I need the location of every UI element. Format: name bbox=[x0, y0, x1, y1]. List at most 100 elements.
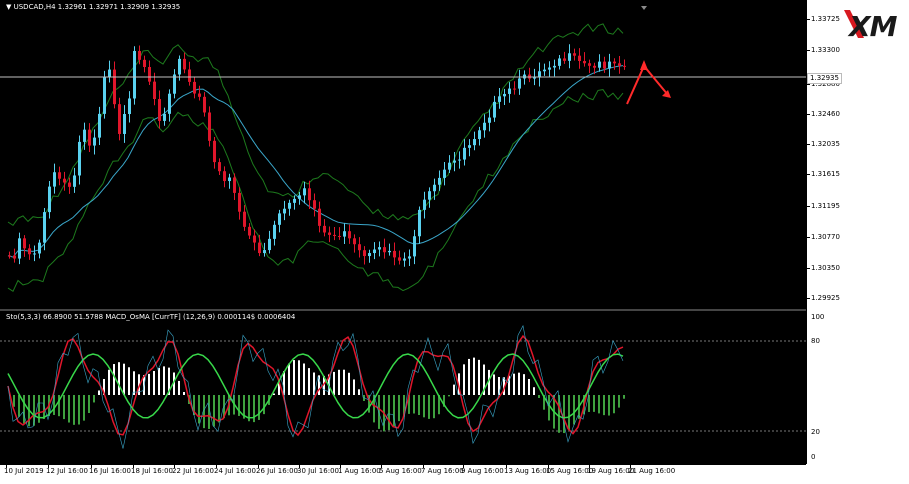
osma-bar bbox=[163, 366, 165, 395]
osma-bar bbox=[508, 375, 510, 395]
candle-body bbox=[598, 61, 601, 68]
time-tickmark bbox=[91, 465, 92, 468]
candle-body bbox=[258, 242, 261, 254]
osma-bar bbox=[58, 395, 60, 417]
osma-bar bbox=[13, 395, 15, 407]
stochastic-signal-line bbox=[7, 353, 624, 419]
candle-body bbox=[23, 238, 26, 249]
candle-body bbox=[393, 250, 396, 258]
chart-canvas[interactable] bbox=[0, 0, 806, 464]
osma-bar bbox=[388, 395, 390, 431]
candle-body bbox=[318, 208, 321, 226]
candle-body bbox=[273, 224, 276, 239]
candle-body bbox=[348, 231, 351, 239]
osma-bar bbox=[358, 389, 360, 395]
time-tickmark bbox=[340, 465, 341, 468]
candle-body bbox=[138, 50, 141, 60]
price-tick: 1.30770 bbox=[811, 233, 840, 241]
osma-bar bbox=[418, 395, 420, 416]
candle-body bbox=[118, 104, 121, 134]
time-label: 18 Jul 16:00 bbox=[131, 467, 173, 475]
candle-body bbox=[128, 98, 131, 115]
oscillator-tick: 0 bbox=[811, 453, 816, 461]
candle-body bbox=[198, 93, 201, 97]
candle-body bbox=[398, 257, 401, 261]
chart-menu-arrow-icon[interactable] bbox=[641, 6, 647, 10]
osma-bar bbox=[483, 364, 485, 395]
candle-body bbox=[248, 226, 251, 236]
osma-bar bbox=[103, 378, 105, 395]
candle-body bbox=[493, 101, 496, 118]
osma-bar bbox=[183, 391, 185, 395]
price-tickmark bbox=[807, 298, 810, 299]
chart-window[interactable]: ▼ USDCAD,H4 1.32961 1.32971 1.32909 1.32… bbox=[0, 0, 806, 464]
time-label: 21 Aug 16:00 bbox=[628, 467, 676, 475]
time-label: 30 Jul 16:00 bbox=[297, 467, 339, 475]
candle-body bbox=[478, 130, 481, 140]
candle-body bbox=[28, 248, 31, 255]
price-tickmark bbox=[807, 84, 810, 85]
osma-bar bbox=[593, 395, 595, 412]
candle-body bbox=[173, 74, 176, 94]
osma-bar bbox=[493, 374, 495, 395]
candle-body bbox=[403, 258, 406, 261]
candle-body bbox=[358, 244, 361, 251]
osma-bar bbox=[408, 395, 410, 414]
time-label: 16 Jul 16:00 bbox=[89, 467, 131, 475]
candle-body bbox=[453, 160, 456, 163]
candle-body bbox=[458, 159, 461, 161]
time-label: 26 Jul 16:00 bbox=[256, 467, 298, 475]
osma-bar bbox=[53, 395, 55, 415]
candle-body bbox=[303, 188, 306, 196]
osma-bar bbox=[278, 381, 280, 395]
candle-body bbox=[103, 76, 106, 114]
osma-bar bbox=[498, 377, 500, 395]
osma-bar bbox=[338, 369, 340, 395]
candle-body bbox=[363, 250, 366, 257]
time-tickmark bbox=[258, 465, 259, 468]
price-pane bbox=[0, 23, 806, 293]
price-tickmark bbox=[807, 114, 810, 115]
time-label: 19 Aug 16:00 bbox=[587, 467, 635, 475]
time-axis[interactable]: 10 Jul 2019 12 Jul 16:00 16 Jul 16:00 18… bbox=[0, 464, 806, 484]
forecast-arrow-up-head bbox=[640, 60, 648, 70]
osma-bar bbox=[73, 395, 75, 425]
candle-body bbox=[368, 253, 371, 257]
candle-body bbox=[423, 199, 426, 210]
candle-body bbox=[283, 208, 286, 214]
candle-body bbox=[533, 77, 536, 79]
stochastic-main-line bbox=[7, 334, 624, 437]
candle-body bbox=[143, 59, 146, 68]
time-tickmark bbox=[48, 465, 49, 468]
osma-bar bbox=[428, 395, 430, 419]
candle-body bbox=[188, 69, 191, 82]
time-label: 5 Aug 16:00 bbox=[379, 467, 422, 475]
price-tick: 1.32460 bbox=[811, 110, 840, 118]
candle-body bbox=[338, 235, 341, 237]
candle-body bbox=[388, 250, 391, 253]
osma-bar bbox=[138, 374, 140, 395]
candle-body bbox=[448, 162, 451, 170]
osma-bar bbox=[178, 380, 180, 395]
osma-bar bbox=[198, 395, 200, 424]
price-axis[interactable]: 1.33725 1.33300 1.32880 1.32460 1.32035 … bbox=[806, 0, 844, 464]
osma-bar bbox=[603, 395, 605, 416]
logo-accent-slash bbox=[844, 10, 864, 38]
osma-bar bbox=[303, 363, 305, 395]
osma-bar bbox=[238, 395, 240, 416]
osma-bar bbox=[613, 395, 615, 414]
osma-bar bbox=[243, 395, 245, 419]
osma-bar bbox=[538, 395, 540, 398]
time-label: 1 Aug 16:00 bbox=[338, 467, 381, 475]
candle-body bbox=[573, 53, 576, 56]
osma-bar bbox=[168, 367, 170, 395]
candle-body bbox=[63, 178, 66, 183]
candle-body bbox=[513, 88, 516, 90]
candle-body bbox=[353, 238, 356, 245]
price-tick: 1.30350 bbox=[811, 264, 840, 272]
osma-bar bbox=[153, 371, 155, 395]
candle-body bbox=[238, 192, 241, 212]
osma-bar bbox=[283, 371, 285, 395]
candle-body bbox=[623, 65, 626, 67]
candle-body bbox=[153, 81, 156, 100]
